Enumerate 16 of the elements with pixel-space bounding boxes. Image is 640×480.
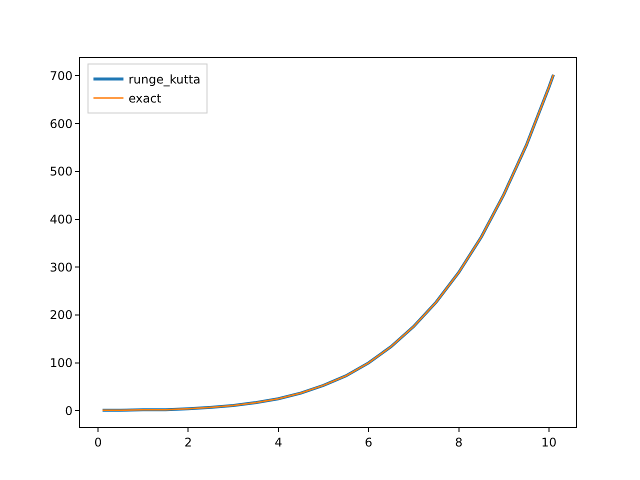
y-tick-label: 500 (50, 164, 73, 179)
y-tick-label: 400 (50, 212, 73, 226)
y-tick-label: 100 (50, 356, 73, 370)
x-tick-label: 10 (541, 435, 557, 450)
y-tick-label: 0 (64, 404, 73, 418)
y-tick-label: 700 (50, 68, 73, 83)
legend-label: exact (128, 92, 162, 106)
y-tick-label: 600 (50, 116, 73, 131)
x-tick-label: 0 (94, 435, 102, 450)
y-tick-label: 200 (50, 308, 73, 322)
x-tick-label: 2 (184, 435, 192, 450)
legend-label: runge_kutta (128, 72, 201, 87)
x-tick-label: 6 (364, 435, 372, 450)
x-tick-label: 4 (274, 435, 282, 450)
x-tick-label: 8 (454, 435, 463, 450)
y-tick-label: 300 (50, 260, 73, 274)
